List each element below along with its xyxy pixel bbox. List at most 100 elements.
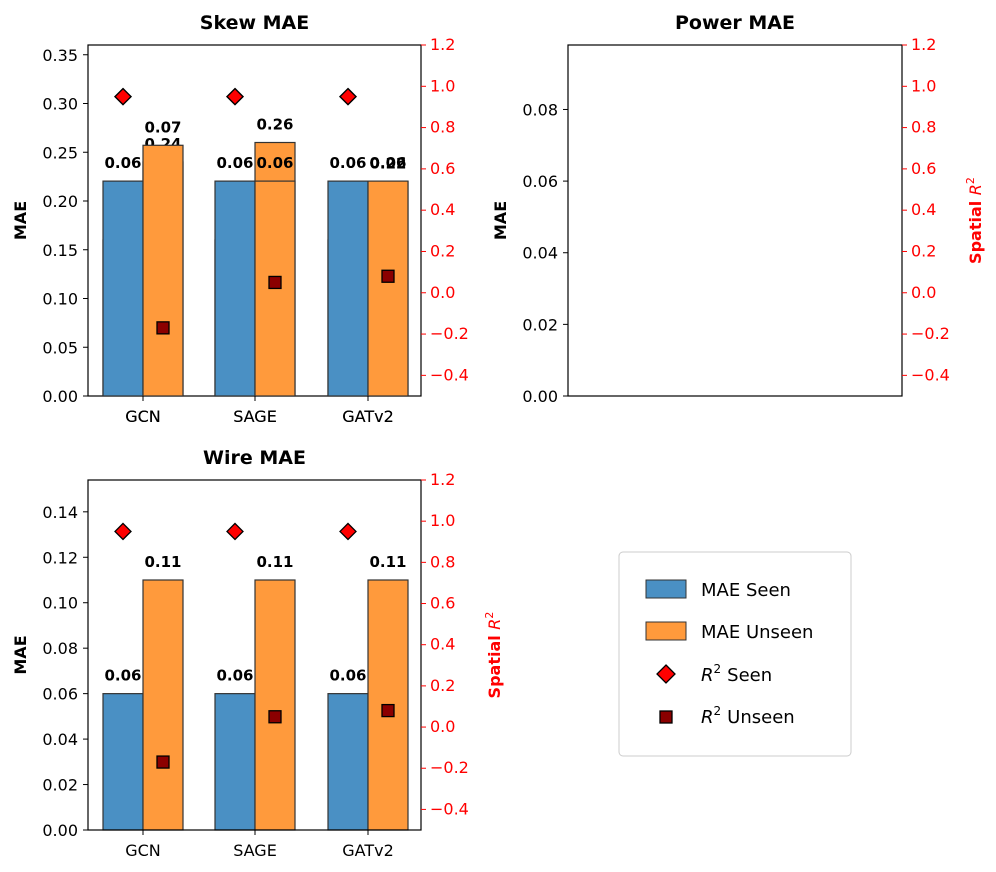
y2-tick-label: 1.2	[430, 35, 455, 54]
chart-panels: Skew MAEMAE0.160.240.160.260.160.220.000…	[11, 12, 985, 860]
y-tick-label: 0.08	[42, 639, 78, 658]
y2-tick-label: 0.0	[430, 717, 455, 736]
marker-r2-unseen	[156, 321, 170, 335]
x-tick-label: GATv2	[342, 841, 394, 860]
legend-r2-unseen-text: Unseen	[727, 707, 795, 728]
y-tick-label: 0.14	[42, 503, 78, 522]
y-tick-label: 0.04	[42, 730, 78, 749]
bar-mae-unseen	[142, 579, 184, 831]
y2-tick-label: 0.2	[430, 676, 455, 695]
value-label-unseen: 0.07	[144, 118, 181, 136]
legend-label-mae-unseen: MAE Unseen	[701, 622, 813, 643]
legend-r2-symbol: R	[701, 665, 714, 686]
value-label-unseen: 0.11	[256, 553, 293, 571]
legend-label-mae-seen: MAE Seen	[701, 580, 791, 601]
x-tick-label: SAGE	[233, 841, 277, 860]
chart-title: Skew MAE	[200, 12, 309, 34]
value-label-unseen: 0.22	[369, 155, 406, 173]
y2-tick-label: −0.4	[911, 365, 950, 384]
x-tick-label: GCN	[125, 407, 161, 426]
marker-r2-seen	[339, 522, 357, 541]
y-tick-label: 0.15	[42, 241, 78, 260]
y2-axis-label: Spatial R2	[483, 612, 504, 699]
y-tick-label: 0.02	[522, 315, 558, 334]
value-label-unseen: 0.11	[144, 553, 181, 571]
plot-frame	[567, 44, 903, 397]
y-tick-label: 0.10	[42, 594, 78, 613]
y-axis-label: MAE	[11, 635, 30, 674]
legend-marker-r2-seen	[656, 664, 676, 684]
x-tick-label: SAGE	[233, 407, 277, 426]
legend-r2-exponent: 2	[714, 662, 722, 676]
legend-r2-seen-text: Seen	[727, 665, 772, 686]
marker-r2-seen	[114, 522, 132, 541]
y2-tick-label: 0.6	[430, 159, 455, 178]
value-label-unseen: 0.06	[369, 154, 406, 172]
y2-tick-label: 0.6	[430, 594, 455, 613]
y2-tick-label: 1.0	[911, 76, 936, 95]
x-tick-label: GATv2	[342, 407, 394, 426]
y-tick-label: 0.20	[42, 192, 78, 211]
value-label-seen: 0.06	[329, 667, 366, 685]
y2-tick-label: −0.2	[430, 324, 469, 343]
y-tick-label: 0.30	[42, 95, 78, 114]
y2-tick-label: 0.8	[430, 552, 455, 571]
y-axis-label: MAE	[491, 201, 510, 240]
bar-mae-unseen	[142, 144, 184, 397]
y-tick-label: 0.06	[522, 172, 558, 191]
bar-mae-unseen	[367, 180, 409, 397]
value-label-unseen: 0.11	[369, 553, 406, 571]
bar-mae-seen	[102, 693, 144, 831]
y-tick-label: 0.02	[42, 776, 78, 795]
y2-tick-label: 0.0	[911, 283, 936, 302]
legend-marker-r2-unseen	[659, 710, 673, 724]
y2-axis-label: Spatial R2	[964, 177, 985, 264]
marker-r2-unseen	[156, 755, 170, 769]
y2-tick-label: 1.2	[430, 470, 455, 489]
y-tick-label: 0.00	[522, 387, 558, 406]
marker-r2-unseen	[268, 710, 282, 724]
y-tick-label: 0.35	[42, 46, 78, 65]
y-tick-label: 0.00	[42, 821, 78, 840]
y-tick-label: 0.25	[42, 143, 78, 162]
marker-r2-unseen	[381, 703, 395, 718]
bar-mae-unseen	[254, 579, 296, 831]
marker-r2-unseen	[268, 275, 282, 290]
legend-swatch-mae-seen	[645, 579, 687, 599]
y-tick-label: 0.00	[42, 387, 78, 406]
x-tick-label: GATv2	[342, 407, 394, 426]
marker-r2-seen	[114, 87, 132, 106]
value-label-seen: 0.06	[216, 154, 253, 172]
y2-tick-label: 0.8	[430, 118, 455, 137]
chart-panel-2: Wire MAE MAE Spatial R2 0.06 0.11 0.06 0.11 0.0…	[11, 447, 504, 860]
y2-tick-label: 0.4	[430, 635, 455, 654]
y-tick-label: 0.06	[42, 685, 78, 704]
chart-title: Power MAE	[675, 12, 795, 34]
value-label-seen: 0.06	[329, 154, 366, 172]
y2-tick-label: 0.2	[430, 241, 455, 260]
x-tick-label: GCN	[125, 841, 161, 860]
bar-mae-seen	[214, 693, 256, 831]
y2-tick-label: 1.0	[430, 511, 455, 530]
y2-tick-label: −0.4	[430, 799, 469, 818]
y-tick-label: 0.10	[42, 290, 78, 309]
legend-swatch-mae-unseen	[645, 621, 687, 641]
y2-tick-label: 1.0	[430, 76, 455, 95]
y2-tick-label: −0.2	[911, 324, 950, 343]
marker-r2-unseen	[381, 269, 395, 283]
y2-tick-label: 0.4	[430, 200, 455, 219]
value-label-unseen: 0.26	[256, 116, 293, 134]
marker-r2-seen	[339, 87, 357, 106]
y2-tick-label: −0.4	[430, 365, 469, 384]
legend-frame	[618, 551, 852, 757]
value-label-seen: 0.06	[104, 154, 141, 172]
y2-tick-label: 0.0	[430, 283, 455, 302]
y2-tick-label: 0.4	[911, 200, 936, 219]
legend-label-r2-seen: R2 Seen	[701, 662, 772, 686]
y2-tick-label: 0.6	[911, 159, 936, 178]
value-label-unseen: 0.06	[256, 154, 293, 172]
y2-tick-label: 1.2	[911, 35, 936, 54]
marker-r2-seen	[226, 87, 244, 106]
y-tick-label: 0.08	[522, 100, 558, 119]
